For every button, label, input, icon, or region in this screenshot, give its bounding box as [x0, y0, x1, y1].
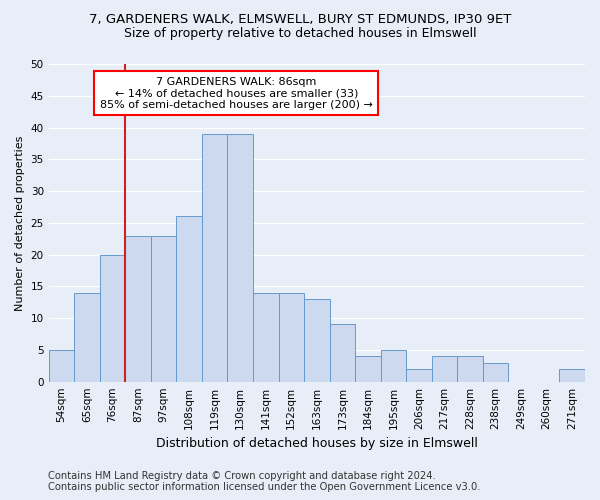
Bar: [176, 216, 202, 382]
Bar: [100, 254, 125, 382]
Bar: [432, 356, 457, 382]
Bar: [329, 324, 355, 382]
Bar: [457, 356, 483, 382]
Bar: [304, 299, 329, 382]
X-axis label: Distribution of detached houses by size in Elmswell: Distribution of detached houses by size …: [156, 437, 478, 450]
Bar: [49, 350, 74, 382]
Bar: [74, 292, 100, 382]
Text: 7, GARDENERS WALK, ELMSWELL, BURY ST EDMUNDS, IP30 9ET: 7, GARDENERS WALK, ELMSWELL, BURY ST EDM…: [89, 12, 511, 26]
Bar: [125, 236, 151, 382]
Bar: [559, 369, 585, 382]
Text: Contains HM Land Registry data © Crown copyright and database right 2024.
Contai: Contains HM Land Registry data © Crown c…: [48, 471, 481, 492]
Bar: [355, 356, 380, 382]
Text: 7 GARDENERS WALK: 86sqm
← 14% of detached houses are smaller (33)
85% of semi-de: 7 GARDENERS WALK: 86sqm ← 14% of detache…: [100, 76, 373, 110]
Text: Size of property relative to detached houses in Elmswell: Size of property relative to detached ho…: [124, 28, 476, 40]
Bar: [202, 134, 227, 382]
Bar: [406, 369, 432, 382]
Bar: [253, 292, 278, 382]
Bar: [483, 362, 508, 382]
Bar: [380, 350, 406, 382]
Y-axis label: Number of detached properties: Number of detached properties: [15, 135, 25, 310]
Bar: [151, 236, 176, 382]
Bar: [278, 292, 304, 382]
Bar: [227, 134, 253, 382]
